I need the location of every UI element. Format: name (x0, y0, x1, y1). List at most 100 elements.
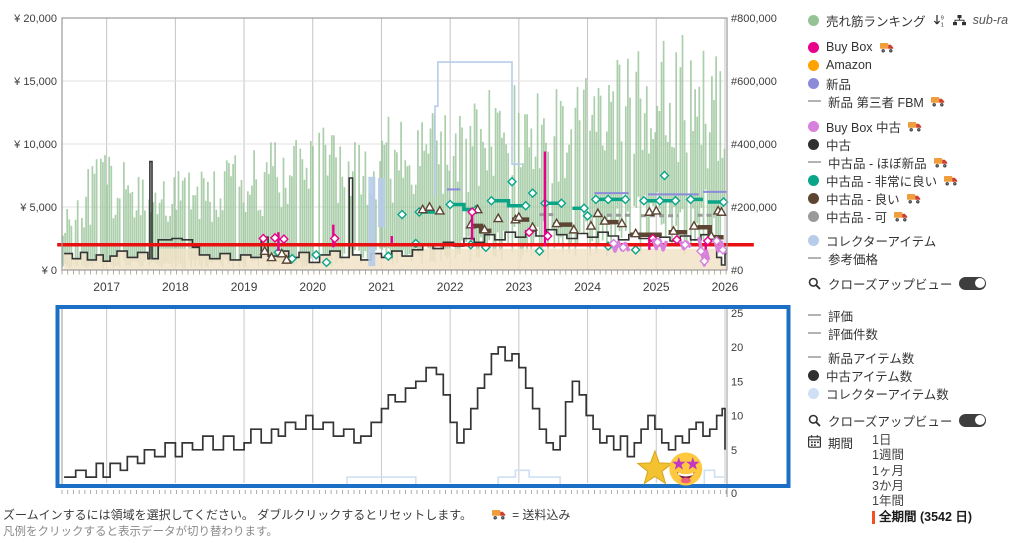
legend-item-new-count[interactable]: 新品アイテム数 (797, 348, 1024, 366)
svg-text:¥ 5,000: ¥ 5,000 (19, 202, 57, 214)
svg-text:15: 15 (731, 376, 743, 388)
used-verygood-dot (808, 174, 819, 186)
legend-label: 評価件数 (828, 327, 879, 342)
legend-label: 新品 (826, 77, 852, 92)
svg-text:¥ 10,000: ¥ 10,000 (13, 139, 57, 151)
closeup-view-toggle-row[interactable]: クローズアップビュー (797, 274, 1024, 292)
legend-item-buybox-used[interactable]: Buy Box 中古 (797, 117, 1024, 135)
truck-icon (894, 211, 908, 222)
period-option-all[interactable]: 全期間 (3542 日) (872, 509, 972, 525)
used-good-dot (808, 192, 819, 204)
legend-item-buybox[interactable]: Buy Box (797, 38, 1024, 56)
price-rank-chart[interactable]: ¥ 0 ¥ 5,000 ¥ 10,000 ¥ 15,000 ¥ 20,000 #0 #200… (13, 13, 777, 294)
period-option-1day[interactable]: 1日 (872, 433, 892, 447)
legend-item-collectible-count[interactable]: コレクターアイテム数 (797, 384, 1024, 402)
svg-text:1: 1 (940, 22, 943, 27)
buybox-dot (808, 41, 819, 53)
new-fbm-line (808, 99, 821, 103)
review-count-line (808, 331, 821, 335)
buybox-used-dot (808, 120, 819, 132)
svg-text:#600,000: #600,000 (731, 76, 777, 88)
sales-rank-dot (808, 14, 819, 26)
svg-text:2024: 2024 (574, 280, 601, 294)
svg-text:2019: 2019 (231, 280, 258, 294)
legend-label: 中古品 - ほぼ新品 (828, 156, 927, 171)
period-selector: 期間 1日 1週間 1ヶ月 3か月 1年間 全期間 (3542 日) (797, 433, 1024, 525)
legend-label: 新品アイテム数 (828, 351, 915, 366)
legend-label: 中古 (826, 138, 852, 153)
rating-line (808, 313, 821, 317)
legend-label: 新品 第三者 FBM (828, 95, 924, 110)
truck-icon (906, 193, 921, 204)
legend-label: Amazon (826, 58, 872, 72)
legend-item-new-fbm[interactable]: 新品 第三者 FBM (797, 92, 1024, 110)
sitemap-icon[interactable] (952, 14, 966, 26)
truck-icon (930, 96, 945, 107)
legend-item-used-likenew[interactable]: 中古品 - ほぼ新品 (797, 153, 1024, 171)
svg-text:10: 10 (731, 411, 743, 423)
svg-text:¥ 0: ¥ 0 (41, 265, 57, 277)
closeup-view-label: クローズアップビュー (828, 414, 953, 429)
legend-label: 評価 (828, 309, 854, 324)
legend-item-used-count[interactable]: 中古アイテム数 (797, 366, 1024, 384)
zoom-hint-text: ズームインするには領域を選択してください。 ダブルクリックするとリセットします。… (3, 506, 570, 523)
new-dot (808, 77, 819, 89)
selected-period-marker (872, 510, 876, 524)
truck-icon (944, 175, 958, 186)
svg-text:#200,000: #200,000 (731, 202, 777, 214)
sub-rank-label: sub-ra (972, 13, 1009, 27)
legend-item-used-acceptable[interactable]: 中古品 - 可 (797, 207, 1024, 225)
period-option-1month[interactable]: 1ヶ月 (872, 463, 904, 478)
legend-label: コレクターアイテム数 (826, 387, 949, 402)
svg-text:¥ 20,000: ¥ 20,000 (13, 13, 57, 25)
used-count-dot (808, 369, 819, 381)
legend-label: コレクターアイテム (826, 234, 937, 249)
svg-text:#0: #0 (731, 265, 743, 277)
legend-item-new[interactable]: 新品 (797, 74, 1024, 92)
period-option-1week[interactable]: 1週間 (872, 448, 904, 463)
svg-text:2021: 2021 (368, 280, 395, 294)
legend-item-amazon[interactable]: Amazon (797, 56, 1024, 74)
legend-label: 中古品 - 可 (826, 210, 888, 225)
legend-label: Buy Box 中古 (826, 120, 902, 135)
svg-text:2022: 2022 (437, 280, 464, 294)
period-label: 期間 (828, 437, 854, 451)
truck-icon (879, 42, 894, 53)
closeup-view-label: クローズアップビュー (828, 277, 953, 292)
period-option-3months[interactable]: 3か月 (872, 478, 904, 493)
price-history-charts[interactable]: ¥ 0 ¥ 5,000 ¥ 10,000 ¥ 15,000 ¥ 20,000 #0 #200… (0, 0, 800, 543)
closeup-view-switch-2[interactable] (959, 413, 987, 427)
star-emoji (636, 449, 674, 485)
legend-item-reference-price[interactable]: 参考価格 (797, 249, 1024, 267)
legend-item-used[interactable]: 中古 (797, 135, 1024, 153)
svg-text:#400,000: #400,000 (731, 139, 777, 151)
svg-text:2017: 2017 (93, 280, 120, 294)
closeup-view-toggle-row-2[interactable]: クローズアップビュー (797, 411, 1024, 429)
legend-label: 中古アイテム数 (826, 369, 913, 384)
legend-item-collectible[interactable]: コレクターアイテム (797, 231, 1024, 249)
legend-label: 中古品 - 非常に良い (826, 174, 938, 189)
magnifier-icon (808, 277, 821, 290)
legend-label: 中古品 - 良い (826, 192, 900, 207)
used-dot (808, 138, 819, 150)
calendar-icon (808, 435, 821, 448)
legend-item-used-verygood[interactable]: 中古品 - 非常に良い (797, 171, 1024, 189)
legend-item-used-good[interactable]: 中古品 - 良い (797, 189, 1024, 207)
zoom-hint-label: ズームインするには領域を選択してください。 ダブルクリックするとリセットします。 (3, 508, 473, 522)
legend-item-rating[interactable]: 評価 (797, 306, 1024, 324)
collectible-dot (808, 234, 819, 246)
offer-count-chart[interactable]: 0 5 10 15 20 25 (55, 305, 791, 500)
truck-icon (492, 509, 506, 520)
svg-text:0: 0 (731, 488, 737, 500)
collectible-count-dot (808, 387, 819, 399)
legend-item-review-count[interactable]: 評価件数 (797, 324, 1024, 342)
legend-label: 売れ筋ランキング (826, 14, 926, 29)
closeup-view-switch[interactable] (959, 276, 987, 290)
period-option-1year[interactable]: 1年間 (872, 494, 904, 509)
truck-icon (908, 121, 922, 132)
svg-text:5: 5 (731, 445, 737, 457)
legend-label: Buy Box (826, 40, 873, 54)
